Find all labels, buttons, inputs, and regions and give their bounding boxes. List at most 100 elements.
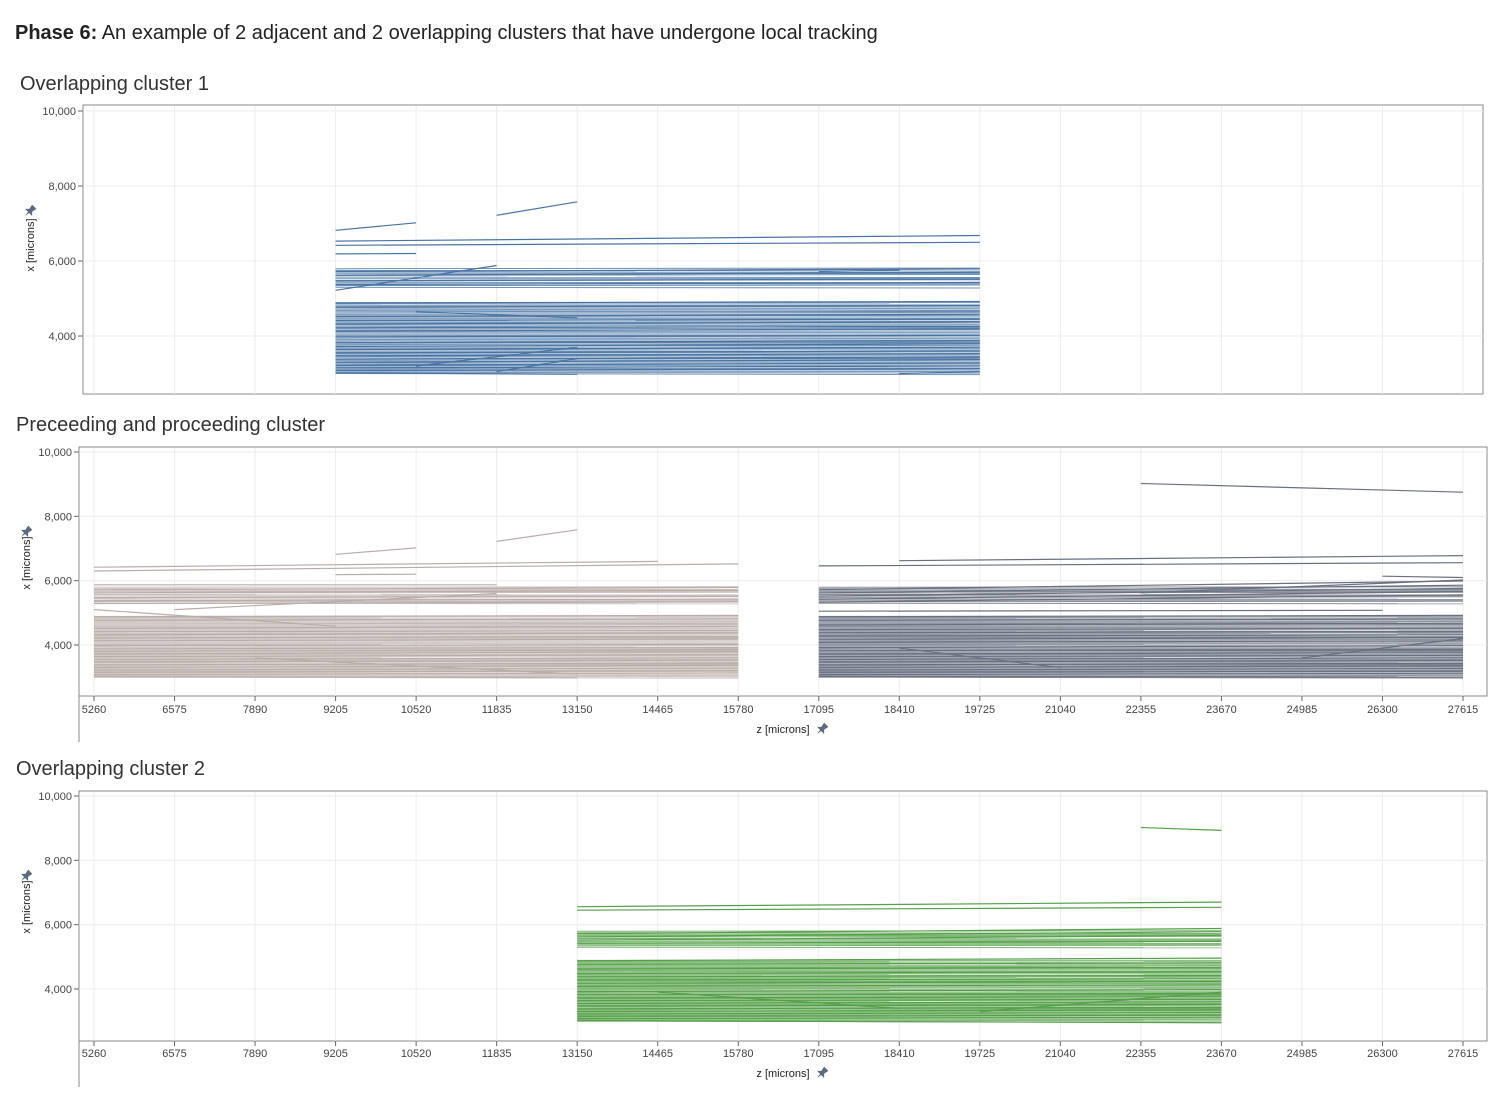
chart-2-x-tick-label: 14465 bbox=[642, 704, 673, 716]
chart-2-x-pin-icon bbox=[817, 722, 829, 734]
track-line bbox=[93, 624, 739, 626]
chart-3-title: Overlapping cluster 2 bbox=[16, 758, 205, 780]
track-line bbox=[335, 371, 980, 374]
track-line bbox=[1140, 826, 1222, 831]
track-line bbox=[577, 995, 1222, 997]
track-line bbox=[577, 906, 1222, 911]
track-line bbox=[93, 660, 739, 663]
track-line bbox=[818, 639, 1464, 641]
track-line bbox=[93, 663, 739, 666]
track-line bbox=[93, 591, 739, 594]
track-line bbox=[818, 637, 1464, 640]
chart-3-x-tick-label: 13150 bbox=[562, 1048, 593, 1060]
track-line bbox=[818, 588, 1464, 590]
chart-2-series-preceding bbox=[93, 529, 739, 679]
track-line bbox=[818, 622, 1464, 625]
chart-3-x-tick-label: 17095 bbox=[803, 1048, 834, 1060]
chart-2-x-axis-title: z [microns] bbox=[756, 724, 809, 736]
track-line bbox=[93, 664, 739, 667]
track-line bbox=[577, 983, 1222, 985]
track-line bbox=[335, 353, 980, 355]
chart-2-x-tick-label: 23670 bbox=[1206, 704, 1237, 716]
track-line bbox=[577, 996, 1222, 998]
track-line bbox=[335, 241, 980, 246]
chart-3-x-tick-label: 24985 bbox=[1287, 1048, 1318, 1060]
track-line bbox=[93, 598, 739, 600]
track-line bbox=[577, 966, 1222, 969]
track-line bbox=[818, 580, 1464, 591]
track-line bbox=[335, 338, 980, 341]
chart-2-x-tick-label: 18410 bbox=[884, 704, 915, 716]
chart-3-series-cluster2 bbox=[577, 826, 1222, 1024]
track-line bbox=[899, 555, 1464, 562]
track-line bbox=[818, 674, 1464, 677]
track-line bbox=[818, 591, 1464, 594]
track-line bbox=[818, 586, 1464, 588]
track-line bbox=[335, 308, 980, 311]
track-line bbox=[496, 201, 578, 216]
chart-2-x-tick-label: 24985 bbox=[1287, 704, 1318, 716]
track-line bbox=[577, 991, 1222, 993]
track-line bbox=[818, 625, 1464, 627]
track-line bbox=[577, 977, 1222, 980]
track-line bbox=[93, 652, 739, 654]
track-line bbox=[93, 563, 739, 572]
track-line bbox=[335, 234, 980, 242]
track-line bbox=[818, 651, 1464, 653]
track-line bbox=[577, 992, 1222, 995]
track-line bbox=[335, 307, 980, 310]
chart-2-y-axis-title: x [microns] bbox=[21, 536, 33, 589]
track-line bbox=[577, 940, 1222, 942]
track-line bbox=[577, 963, 1222, 965]
track-line bbox=[577, 979, 1222, 981]
track-line bbox=[335, 269, 980, 272]
chart-3-x-tick-label: 10520 bbox=[401, 1048, 432, 1060]
track-line bbox=[818, 664, 1464, 667]
chart-3-x-tick-label: 22355 bbox=[1126, 1048, 1157, 1060]
track-line bbox=[335, 340, 980, 343]
chart-3-x-pin-icon bbox=[817, 1066, 829, 1078]
chart-2-x-tick-label: 11835 bbox=[482, 704, 512, 716]
track-line bbox=[577, 1006, 1222, 1008]
chart-3-x-tick-label: 19725 bbox=[965, 1048, 996, 1060]
chart-3-x-tick-label: 6575 bbox=[162, 1048, 186, 1060]
track-line bbox=[577, 981, 1222, 984]
chart-3-x-tick-label: 5260 bbox=[82, 1048, 106, 1060]
track-line bbox=[335, 267, 980, 270]
track-line bbox=[335, 313, 980, 315]
chart-1-title: Overlapping cluster 1 bbox=[20, 73, 209, 95]
track-line bbox=[818, 636, 1464, 639]
chart-2-y-tick-label: 6,000 bbox=[44, 576, 72, 588]
chart-3-y-tick-label: 10,000 bbox=[38, 791, 72, 803]
track-line bbox=[818, 663, 1464, 666]
track-line bbox=[818, 673, 1464, 675]
track-line bbox=[93, 647, 739, 649]
track-line bbox=[335, 369, 980, 371]
track-line bbox=[335, 281, 980, 284]
track-line bbox=[93, 596, 739, 598]
chart-1-y-tick-label: 4,000 bbox=[48, 331, 76, 343]
track-line bbox=[335, 327, 980, 330]
track-line bbox=[818, 635, 1464, 637]
track-line bbox=[93, 649, 739, 652]
chart-2-x-tick-label: 21040 bbox=[1045, 704, 1076, 716]
track-line bbox=[818, 676, 1464, 679]
track-line bbox=[818, 647, 1464, 649]
track-line bbox=[577, 969, 1222, 971]
track-line bbox=[93, 675, 739, 678]
chart-3-y-tick-label: 6,000 bbox=[44, 920, 72, 932]
track-line bbox=[335, 341, 980, 344]
chart-1-y-tick-label: 8,000 bbox=[48, 181, 76, 193]
track-line bbox=[818, 675, 1464, 678]
chart-3-x-tick-label: 15780 bbox=[723, 1048, 754, 1060]
chart-2-x-tick-label: 10520 bbox=[401, 704, 432, 716]
chart-3-x-tick-label: 9205 bbox=[323, 1048, 347, 1060]
track-line bbox=[818, 562, 1464, 567]
track-line bbox=[818, 660, 1464, 663]
chart-1-series-cluster1 bbox=[335, 201, 980, 376]
track-line bbox=[818, 648, 1464, 651]
track-line bbox=[1382, 575, 1464, 579]
chart-2-x-tick-label: 19725 bbox=[965, 704, 996, 716]
track-line bbox=[818, 652, 1464, 654]
track-line bbox=[93, 633, 739, 636]
